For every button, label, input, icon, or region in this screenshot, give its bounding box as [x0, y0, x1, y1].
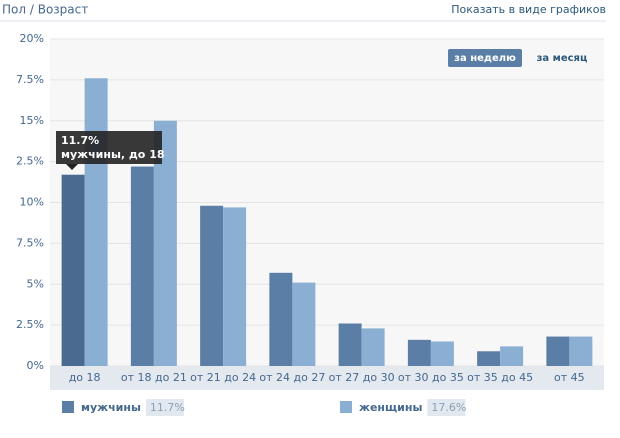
- y-tick-label: 5%: [27, 277, 44, 290]
- tooltip-caption: мужчины, до 18: [61, 148, 165, 161]
- legend-swatch: [340, 401, 352, 413]
- y-tick-label: 7.5%: [16, 236, 44, 249]
- bar: [223, 207, 247, 366]
- legend-label: мужчины: [81, 401, 141, 414]
- legend-swatch: [62, 401, 74, 413]
- bar: [338, 323, 362, 366]
- week-button-label[interactable]: за неделю: [454, 53, 516, 64]
- y-tick-label: 0%: [27, 359, 44, 372]
- bar: [500, 346, 524, 366]
- legend-value: 11.7%: [150, 401, 185, 414]
- bar: [430, 341, 454, 366]
- x-tick-label: от 45: [554, 371, 585, 384]
- y-tick-label: 20%: [20, 32, 44, 45]
- legend-value-bg: [145, 399, 184, 416]
- bar: [84, 78, 108, 367]
- x-tick-label: от 21 до 24: [190, 371, 256, 384]
- tooltip-arrow: [66, 164, 78, 170]
- x-tick-label: от 18 до 21: [121, 371, 187, 384]
- category-strip: [50, 366, 604, 390]
- y-tick-label: 7.5%: [16, 73, 44, 86]
- bar: [153, 120, 177, 366]
- y-tick-label: 2.5%: [16, 155, 44, 168]
- x-tick-label: от 24 до 27: [259, 371, 325, 384]
- y-tick-label: 10%: [20, 196, 44, 209]
- tooltip-value: 11.7%: [61, 134, 99, 147]
- bar: [361, 328, 385, 366]
- bar: [569, 336, 593, 366]
- bar: [477, 351, 501, 366]
- bar: [130, 166, 154, 366]
- view-link[interactable]: Показать в виде графиков: [451, 3, 606, 16]
- legend-value-bg: [427, 399, 466, 416]
- legend-label: женщины: [359, 401, 422, 414]
- y-tick-label: 15%: [20, 114, 44, 127]
- x-tick-label: от 27 до 30: [329, 371, 395, 384]
- bar: [200, 205, 224, 366]
- x-tick-label: до 18: [69, 371, 101, 384]
- legend-value: 17.6%: [431, 401, 466, 414]
- x-tick-label: от 30 до 35: [398, 371, 464, 384]
- bar: [546, 336, 570, 366]
- bar: [407, 339, 431, 366]
- bar: [292, 282, 316, 366]
- x-tick-label: от 35 до 45: [467, 371, 533, 384]
- bar: [269, 272, 293, 366]
- y-tick-label: 2.5%: [16, 318, 44, 331]
- week-button[interactable]: [448, 49, 522, 67]
- section-title: Пол / Возраст: [2, 3, 88, 17]
- bar: [61, 174, 85, 366]
- month-button-label[interactable]: за месяц: [537, 53, 588, 64]
- tooltip: [56, 131, 162, 164]
